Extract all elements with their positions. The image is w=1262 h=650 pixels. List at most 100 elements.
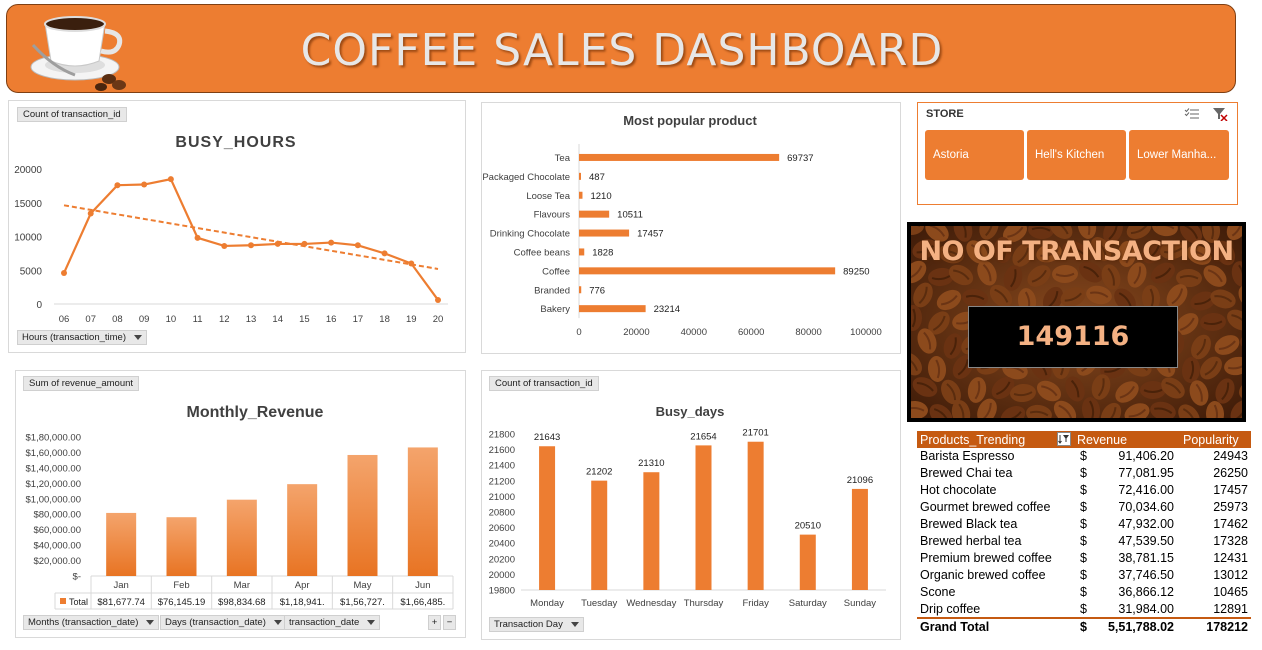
x-tick-label: Feb	[173, 580, 189, 591]
coffee-bean-crease	[1004, 411, 1022, 418]
coffee-bean-crease	[911, 356, 918, 372]
header-revenue[interactable]: Revenue	[1077, 433, 1128, 447]
x-tick-label: 13	[246, 314, 257, 325]
coffee-bean	[1026, 404, 1052, 418]
header-popularity[interactable]: Popularity	[1183, 433, 1239, 447]
coffee-bean-crease	[949, 337, 957, 356]
coffee-bean	[911, 226, 924, 235]
table-row: Brewed Chai tea $77,081.95 26250	[917, 465, 1251, 482]
popular-product-title: Most popular product	[623, 113, 757, 128]
data-label: 1828	[592, 247, 613, 258]
currency-cell: $	[1080, 602, 1087, 616]
coffee-bean-crease	[935, 359, 941, 379]
coffee-bean-crease	[982, 402, 992, 418]
y-tick-label: $20,000.00	[33, 556, 81, 567]
transactions-value: 149116	[1016, 321, 1130, 352]
y-tick-label: 10000	[14, 233, 42, 244]
y-tick-label: $80,000.00	[33, 510, 81, 521]
data-point	[114, 182, 121, 189]
product-name-cell: Brewed Black tea	[920, 517, 1018, 531]
monthly-revenue-title: Monthly_Revenue	[186, 404, 324, 421]
transaction-date-filter-dropdown[interactable]: transaction_date	[284, 615, 381, 630]
months-filter-dropdown[interactable]: Months (transaction_date)	[23, 615, 160, 630]
y-tick-label: $1,40,000.00	[26, 463, 81, 474]
coffee-bean	[925, 226, 949, 242]
x-tick-label: 0	[576, 327, 581, 338]
y-tick-label: Drinking Chocolate	[490, 229, 570, 240]
transaction-day-filter-dropdown[interactable]: Transaction Day	[489, 617, 584, 632]
currency-cell: $	[1080, 500, 1087, 514]
table-row: Hot chocolate $72,416.00 17457	[917, 482, 1251, 499]
y-tick-label: $-	[73, 572, 81, 583]
revenue-field-button[interactable]: Sum of revenue_amount	[23, 376, 140, 391]
coffee-bean-crease	[958, 403, 965, 418]
store-item-astoria[interactable]: Astoria	[925, 130, 1024, 180]
coffee-bean-crease	[1041, 385, 1058, 397]
coffee-bean	[1201, 226, 1221, 243]
y-tick-label: 20000	[489, 570, 515, 581]
header-products[interactable]: Products_Trending	[920, 433, 1026, 447]
store-slicer: STORE Astoria Hell's Kitchen Lower Manha…	[917, 102, 1238, 205]
bar	[579, 153, 780, 161]
y-tick-label: Branded	[534, 285, 570, 296]
expand-field-button[interactable]: +	[428, 615, 441, 630]
chevron-down-icon	[146, 619, 155, 625]
data-label: 10511	[617, 210, 643, 221]
bar	[579, 305, 646, 313]
x-tick-label: 06	[59, 314, 70, 325]
coffee-bean-crease	[994, 288, 1009, 303]
sort-filter-icon[interactable]	[1057, 432, 1071, 446]
table-row: Premium brewed coffee $38,781.15 12431	[917, 550, 1251, 567]
product-name-cell: Scone	[920, 585, 956, 599]
y-tick-label: Packaged Chocolate	[482, 172, 570, 183]
multi-select-icon[interactable]	[1184, 107, 1200, 121]
coffee-bean	[1205, 401, 1225, 418]
coffee-bean-crease	[1066, 246, 1085, 255]
x-tick-label: 08	[112, 314, 123, 325]
coffee-bean-crease	[911, 308, 916, 328]
data-point	[328, 239, 335, 246]
coffee-bean-crease	[1119, 385, 1135, 399]
days-filter-dropdown[interactable]: Days (transaction_date)	[160, 615, 287, 630]
data-label: 20510	[795, 521, 821, 532]
product-name-cell: Organic brewed coffee	[920, 568, 1046, 582]
coffee-bean-crease	[1204, 360, 1218, 376]
collapse-field-button[interactable]: −	[443, 615, 456, 630]
coffee-bean-crease	[965, 294, 985, 301]
coffee-bean-crease	[929, 226, 946, 237]
products-trending-table: Products_Trending Revenue Popularity Bar…	[917, 431, 1251, 639]
busy-hours-title: BUSY_HOURS	[175, 134, 297, 151]
coffee-bean-crease	[1084, 226, 1091, 236]
revenue-cell: 37,746.50	[1118, 568, 1174, 582]
busy-days-field-button[interactable]: Count of transaction_id	[489, 376, 599, 391]
x-tick-label: 07	[85, 314, 96, 325]
coffee-bean-crease	[1058, 404, 1073, 418]
store-item-hells-kitchen[interactable]: Hell's Kitchen	[1027, 130, 1126, 180]
days-filter-label: Days (transaction_date)	[165, 617, 266, 628]
coffee-bean	[962, 288, 988, 308]
data-label: 776	[589, 285, 605, 296]
coffee-bean	[1191, 334, 1211, 360]
x-tick-label: 11	[193, 314, 203, 325]
coffee-bean	[1214, 335, 1240, 355]
coffee-bean-crease	[1097, 378, 1105, 397]
table-row: Barista Espresso $91,406.20 24943	[917, 448, 1251, 465]
bar	[287, 484, 318, 576]
clear-filter-icon[interactable]	[1212, 107, 1228, 121]
coffee-bean	[1003, 265, 1023, 291]
bar	[579, 286, 582, 294]
coffee-bean	[1176, 268, 1202, 288]
transactions-value-box: 149116	[968, 306, 1178, 368]
hours-filter-dropdown[interactable]: Hours (transaction_time)	[17, 330, 148, 345]
coffee-bean	[938, 244, 964, 264]
currency-cell: $	[1080, 534, 1087, 548]
y-tick-label: 20400	[489, 539, 515, 550]
store-item-lower-manhattan[interactable]: Lower Manha...	[1129, 130, 1229, 180]
coffee-bean-crease	[1053, 226, 1069, 235]
busy-hours-field-button[interactable]: Count of transaction_id	[17, 107, 127, 122]
coffee-bean-crease	[1154, 407, 1173, 414]
x-tick-label: 100000	[850, 327, 882, 338]
coffee-bean-crease	[911, 265, 923, 280]
popularity-cell: 24943	[1213, 449, 1248, 463]
coffee-bean-crease	[1031, 269, 1047, 283]
